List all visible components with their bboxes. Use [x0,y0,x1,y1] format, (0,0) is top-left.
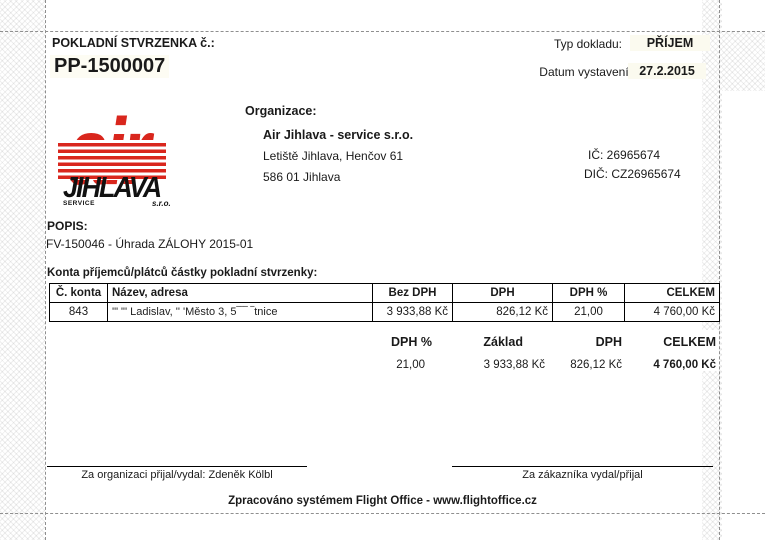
col-header-vat: DPH [452,283,553,303]
cell-vat-rate: 21,00 [552,302,625,322]
organization-name: Air Jihlava - service s.r.o. [263,128,414,142]
left-margin-texture [0,0,45,540]
col-header-account: Č. konta [49,283,108,303]
right-page-guide [719,0,720,540]
vat-summary-base-label: Základ [483,335,523,349]
customer-signature-line [452,466,713,467]
col-header-net: Bez DPH [372,283,453,303]
issue-date-value: 27.2.2015 [628,63,706,79]
vat-summary-rate-label: DPH % [391,335,432,349]
document-number: PP-1500007 [50,55,170,78]
air-jihlava-logo: air JIHLAVA SERVICE s.r.o. [58,100,190,212]
description-value: FV-150046 - Úhrada ZÁLOHY 2015-01 [46,237,254,251]
document-type-label: Typ dokladu: [553,37,622,51]
col-header-total: CELKEM [624,283,720,303]
description-label: POPIS: [47,219,88,233]
document-title: POKLADNÍ STVRZENKA č.: [52,36,215,50]
vat-summary-total-value: 4 760,00 Kč [653,359,716,371]
col-header-vat-rate: DPH % [552,283,625,303]
top-right-margin-texture [722,31,765,91]
vat-summary-values-row: 21,00 3 933,88 Kč 826,12 Kč 4 760,00 Kč [355,356,719,371]
accounts-table: Č. konta Název, adresa Bez DPH DPH DPH %… [49,283,720,322]
cell-vat: 826,12 Kč [452,302,553,322]
organization-section-label: Organizace: [245,104,317,118]
issue-date-label: Datum vystavení: [539,65,632,79]
document-type-value: PŘÍJEM [630,35,710,51]
logo-service-text: SERVICE [63,200,95,207]
vat-summary-vat-value: 826,12 Kč [570,359,622,371]
vat-summary: DPH % Základ DPH CELKEM 21,00 3 933,88 K… [355,330,719,371]
vat-summary-header-row: DPH % Základ DPH CELKEM [355,330,719,356]
logo-jihlava-wordmark: JIHLAVA [63,172,162,204]
logo-speed-stripes [58,140,166,180]
right-margin-texture [702,0,722,540]
organization-ic: IČ: 26965674 [588,148,661,162]
vat-summary-total-label: CELKEM [663,335,716,349]
top-page-guide [0,31,765,32]
col-header-name-address: Název, adresa [107,283,373,303]
accounts-table-caption: Konta příjemců/plátců částky pokladní st… [47,267,318,279]
vat-summary-base-value: 3 933,88 Kč [483,359,545,371]
organization-dic: DIČ: CZ26965674 [584,167,681,181]
cell-total: 4 760,00 Kč [624,302,720,322]
table-row: 843 '" "' Ladislav, '' 'Město 3, 5‾‾‾ ‾t… [49,302,720,322]
bottom-page-guide [0,513,765,514]
organization-address-line2: 586 01 Jihlava [263,170,341,184]
organization-signature-line [47,466,307,467]
organization-signature-caption: Za organizaci přijal/vydal: Zdeněk Kölbl [81,469,273,481]
customer-signature-caption: Za zákazníka vydal/přijal [522,469,643,481]
footer-system-note: Zpracováno systémem Flight Office - www.… [228,495,537,507]
vat-summary-rate-value: 21,00 [396,359,425,371]
organization-address-line1: Letiště Jihlava, Henčov 61 [263,149,404,163]
logo-sro-text: s.r.o. [152,199,171,208]
left-page-guide [45,0,46,540]
cell-account: 843 [49,302,108,322]
accounts-table-header-row: Č. konta Název, adresa Bez DPH DPH DPH %… [49,283,720,303]
cell-name-address: '" "' Ladislav, '' 'Město 3, 5‾‾‾ ‾tnice [107,302,373,322]
cell-net: 3 933,88 Kč [372,302,453,322]
vat-summary-vat-label: DPH [595,335,622,349]
